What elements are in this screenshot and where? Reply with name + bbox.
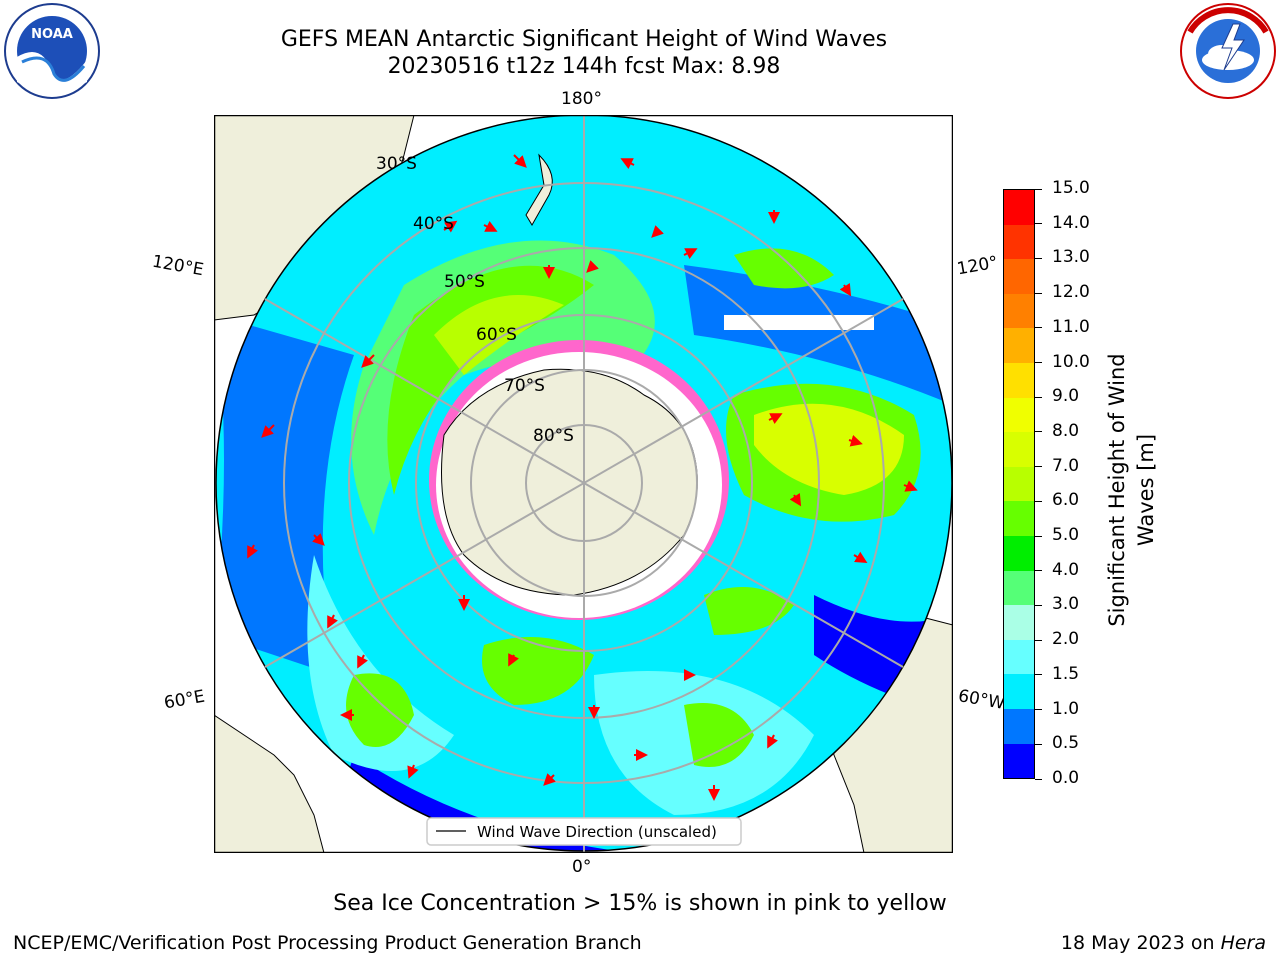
colorbar-segment	[1004, 224, 1034, 260]
colorbar-segment	[1004, 639, 1034, 675]
lon-label-120e: 120°E	[150, 251, 206, 281]
date-line: 18 May 2023 on Hera	[1061, 932, 1266, 954]
colorbar-tick-label: 1.0	[1052, 698, 1080, 719]
colorbar-tick-mark	[1035, 188, 1042, 190]
lat-label-80s: 80°S	[533, 426, 574, 446]
colorbar-title: Significant Height of Wind Waves [m]	[1103, 340, 1163, 640]
colorbar-segment	[1004, 466, 1034, 502]
colorbar-segment	[1004, 535, 1034, 571]
colorbar-tick-mark	[1035, 778, 1042, 780]
colorbar	[1003, 189, 1035, 779]
colorbar-tick-label: 14.0	[1052, 212, 1090, 233]
date-text: 18 May 2023 on	[1060, 932, 1221, 954]
lat-label-50s: 50°S	[444, 272, 485, 292]
colorbar-tick-label: 0.0	[1052, 768, 1080, 788]
latitude-labels: 30°S 40°S 50°S 60°S 70°S 80°S	[376, 154, 574, 446]
colorbar-segment	[1004, 397, 1034, 433]
colorbar-segment	[1004, 293, 1034, 329]
colorbar-segment	[1004, 362, 1034, 398]
colorbar-tick-label: 8.0	[1052, 420, 1080, 441]
colorbar-segment	[1004, 605, 1034, 640]
colorbar-title-line2: Waves [m]	[1134, 433, 1158, 547]
lon-label-60w: 60°W	[956, 686, 1007, 714]
colorbar-tick-mark	[1035, 639, 1042, 641]
colorbar-segment	[1004, 259, 1034, 294]
colorbar-tick-mark	[1035, 604, 1042, 606]
wind-wave-arrows	[247, 154, 918, 801]
colorbar-tick-mark	[1035, 257, 1042, 259]
lon-label-60e: 60°E	[162, 686, 207, 714]
sea-ice-note: Sea Ice Concentration > 15% is shown in …	[333, 891, 947, 916]
svg-text:NOAA: NOAA	[31, 27, 73, 42]
colorbar-tick-label: 6.0	[1052, 490, 1080, 511]
colorbar-tick-label: 13.0	[1052, 247, 1090, 268]
colorbar-tick-mark	[1035, 709, 1042, 711]
colorbar-tick-mark	[1035, 500, 1042, 502]
lon-label-120w: 120°	[955, 252, 1000, 280]
colorbar-tick-label: 3.0	[1052, 594, 1080, 615]
lat-label-70s: 70°S	[504, 376, 545, 396]
lat-label-40s: 40°S	[413, 214, 454, 234]
colorbar-tick-mark	[1035, 674, 1042, 676]
colorbar-tick-label: 4.0	[1052, 559, 1080, 580]
colorbar-tick-label: 15.0	[1052, 178, 1090, 198]
colorbar-tick-mark	[1035, 570, 1042, 572]
colorbar-segment	[1004, 328, 1034, 363]
colorbar-segment	[1004, 501, 1034, 536]
machine-name: Hera	[1220, 932, 1266, 954]
credit-line: NCEP/EMC/Verification Post Processing Pr…	[13, 932, 642, 954]
colorbar-tick-mark	[1035, 535, 1042, 537]
svg-text:Wind Wave Direction (unscaled): Wind Wave Direction (unscaled)	[477, 823, 717, 841]
colorbar-tick-label: 2.0	[1052, 629, 1080, 650]
nws-logo	[1178, 2, 1278, 100]
lat-label-60s: 60°S	[476, 325, 517, 345]
colorbar-tick-mark	[1035, 466, 1042, 468]
colorbar-segment	[1004, 570, 1034, 606]
colorbar-tick-mark	[1035, 362, 1042, 364]
colorbar-tick-label: 12.0	[1052, 282, 1090, 303]
colorbar-tick-mark	[1035, 223, 1042, 225]
colorbar-tick-label: 10.0	[1052, 351, 1090, 372]
colorbar-tick-mark	[1035, 292, 1042, 294]
lon-label-0: 0°	[572, 857, 592, 877]
colorbar-tick-label: 1.5	[1052, 663, 1080, 684]
wind-wave-legend: Wind Wave Direction (unscaled)	[426, 817, 742, 846]
polar-wave-map: Wind Wave Direction (unscaled) 30°S 40°S…	[214, 115, 953, 853]
lat-label-30s: 30°S	[376, 154, 417, 174]
colorbar-tick-label: 5.0	[1052, 525, 1080, 546]
africa-landmass	[214, 714, 325, 853]
colorbar-segment	[1004, 190, 1034, 225]
colorbar-tick-label: 7.0	[1052, 455, 1080, 476]
colorbar-tick-mark	[1035, 327, 1042, 329]
colorbar-tick-mark	[1035, 743, 1042, 745]
colorbar-title-line1: Significant Height of Wind	[1105, 353, 1129, 627]
colorbar-segment	[1004, 708, 1034, 744]
colorbar-tick-mark	[1035, 431, 1042, 433]
colorbar-tick-label: 11.0	[1052, 316, 1090, 337]
chart-title-line2: 20230516 t12z 144h fcst Max: 8.98	[387, 54, 781, 79]
colorbar-segment	[1004, 432, 1034, 467]
chart-title-line1: GEFS MEAN Antarctic Significant Height o…	[280, 27, 888, 52]
colorbar-segment	[1004, 743, 1034, 779]
noaa-logo: NOAA	[2, 2, 102, 100]
colorbar-tick-label: 9.0	[1052, 386, 1080, 407]
colorbar-segment	[1004, 674, 1034, 709]
colorbar-tick-label: 0.5	[1052, 733, 1080, 754]
lon-label-180: 180°	[561, 89, 602, 109]
colorbar-tick-mark	[1035, 396, 1042, 398]
